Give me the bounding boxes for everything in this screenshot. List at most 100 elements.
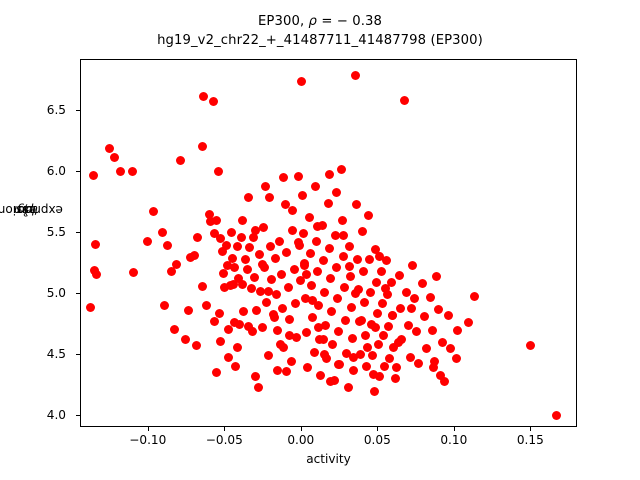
scatter-point: [314, 301, 324, 311]
scatter-point: [205, 209, 215, 219]
scatter-point: [190, 251, 200, 261]
scatter-point: [184, 306, 194, 316]
scatter-point: [361, 330, 371, 340]
scatter-point: [325, 243, 335, 253]
scatter-point: [383, 290, 393, 300]
scatter-point: [258, 323, 268, 333]
scatter-point: [176, 156, 186, 166]
scatter-point: [348, 334, 358, 344]
scatter-point: [349, 365, 359, 375]
scatter-point: [210, 317, 220, 327]
scatter-point: [291, 298, 301, 308]
scatter-point: [391, 374, 401, 384]
scatter-point: [262, 297, 272, 307]
scatter-point: [167, 267, 177, 277]
scatter-point: [285, 330, 295, 340]
title-rho-symbol: ρ: [308, 14, 318, 29]
scatter-point: [319, 256, 329, 266]
scatter-point: [159, 301, 169, 311]
scatter-point: [332, 187, 342, 197]
scatter-point: [379, 330, 389, 340]
scatter-point: [272, 290, 282, 300]
scatter-point: [375, 252, 385, 262]
scatter-point: [339, 252, 349, 262]
y-tick-mark: [76, 170, 80, 172]
scatter-point: [365, 254, 375, 264]
scatter-point: [301, 293, 311, 303]
scatter-point: [88, 171, 98, 181]
scatter-point: [241, 255, 251, 265]
scatter-point: [377, 267, 387, 277]
scatter-point: [318, 220, 328, 230]
scatter-point: [235, 320, 245, 330]
scatter-point: [372, 278, 382, 288]
scatter-point: [426, 292, 436, 302]
scatter-point: [393, 337, 403, 347]
scatter-point: [389, 342, 399, 352]
scatter-point: [387, 278, 397, 288]
scatter-point: [324, 169, 334, 179]
scatter-point: [211, 368, 221, 378]
scatter-point: [311, 181, 321, 191]
scatter-point: [312, 221, 322, 231]
scatter-point: [385, 353, 395, 363]
y-tick-label: 6.5: [46, 102, 66, 117]
scatter-point: [452, 354, 461, 364]
scatter-point: [346, 272, 356, 281]
y-tick-mark: [76, 109, 80, 111]
scatter-point: [230, 318, 240, 328]
scatter-point: [181, 335, 190, 345]
scatter-point: [142, 236, 152, 246]
scatter-point: [369, 369, 379, 379]
scatter-point: [264, 351, 274, 361]
plot-title: EP300, ρ = − 0.38 hg19_v2_chr22_+_414877…: [0, 12, 640, 50]
scatter-point: [418, 279, 428, 289]
scatter-point: [337, 164, 347, 174]
scatter-point: [344, 383, 354, 392]
scatter-point: [245, 242, 255, 252]
title-line-primary: EP300, ρ = − 0.38: [0, 12, 640, 31]
scatter-point: [287, 357, 297, 367]
scatter-point: [438, 337, 448, 347]
scatter-point: [362, 362, 372, 372]
scatter-point: [219, 269, 229, 279]
scatter-point: [163, 240, 173, 250]
x-tick-mark: [300, 427, 302, 431]
scatter-point: [218, 247, 228, 257]
scatter-point: [334, 326, 344, 336]
scatter-point: [288, 225, 298, 235]
scatter-point: [239, 306, 249, 316]
y-tick-mark: [76, 353, 80, 355]
scatter-point: [368, 351, 378, 361]
scatter-point: [266, 241, 276, 251]
scatter-point: [422, 343, 432, 353]
scatter-point: [260, 181, 270, 191]
scatter-point: [327, 307, 337, 317]
scatter-point: [440, 376, 450, 386]
scatter-point: [284, 282, 294, 292]
scatter-point: [216, 233, 226, 243]
scatter-point: [300, 258, 310, 268]
scatter-point: [302, 328, 312, 338]
scatter-point: [326, 376, 336, 386]
scatter-point: [229, 263, 239, 273]
scatter-point: [210, 229, 220, 239]
scatter-point: [344, 262, 354, 272]
scatter-point: [444, 311, 454, 321]
scatter-point: [382, 256, 392, 266]
scatter-point: [104, 143, 114, 153]
scatter-point: [299, 229, 309, 239]
x-tick-label: −0.05: [205, 433, 243, 447]
scatter-point: [238, 279, 248, 289]
scatter-point: [373, 308, 383, 318]
scatter-point: [321, 320, 331, 330]
scatter-point: [301, 269, 311, 279]
scatter-point: [428, 325, 438, 335]
scatter-point: [275, 236, 285, 246]
scatter-point: [350, 289, 360, 299]
scatter-point: [392, 363, 402, 373]
scatter-point: [129, 268, 139, 278]
scatter-point: [278, 173, 288, 183]
scatter-point: [308, 313, 318, 323]
scatter-point: [306, 248, 316, 258]
